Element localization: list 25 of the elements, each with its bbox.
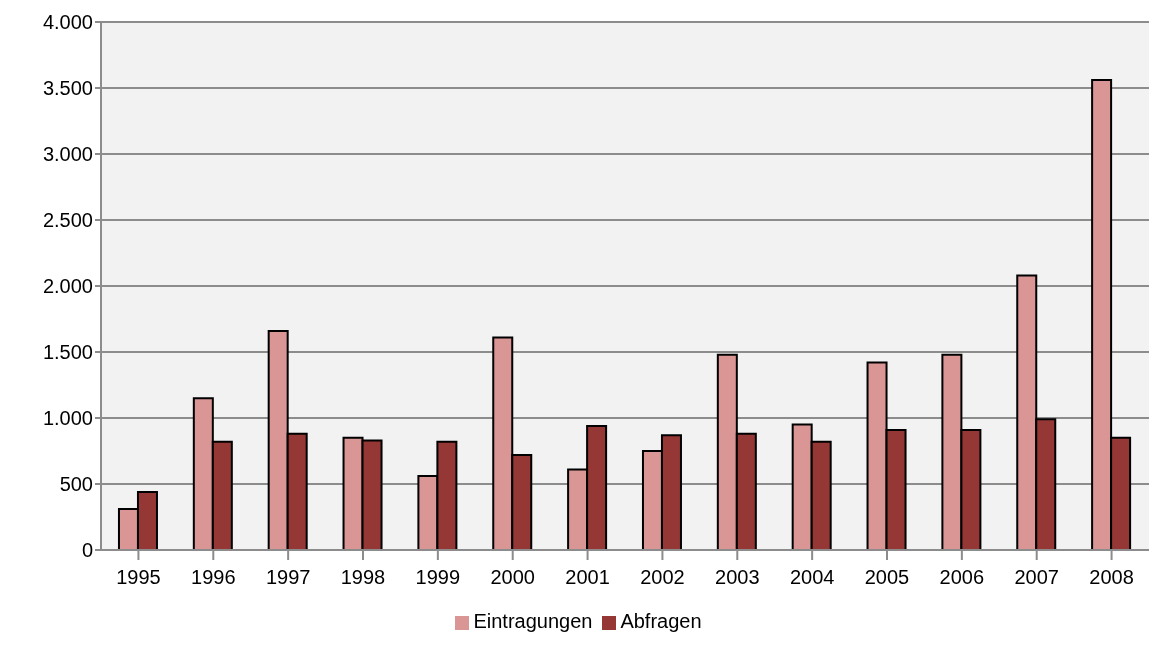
x-tick-label: 2002 bbox=[640, 566, 685, 589]
y-tick-label: 2.500 bbox=[42, 209, 93, 232]
x-tick-label: 1999 bbox=[415, 566, 461, 589]
x-tick-label: 2008 bbox=[1089, 566, 1134, 589]
legend-label: Abfragen bbox=[620, 610, 702, 632]
y-tick-label: 1.500 bbox=[42, 341, 93, 364]
x-tick-label: 2006 bbox=[939, 566, 985, 589]
y-tick-label: 3.500 bbox=[42, 77, 93, 100]
x-tick-label: 2005 bbox=[864, 566, 910, 589]
y-tick-label: 2.000 bbox=[42, 275, 93, 298]
x-tick-label: 1995 bbox=[116, 566, 161, 589]
x-tick-label: 1997 bbox=[265, 566, 311, 589]
x-tick-label: 1996 bbox=[191, 566, 236, 589]
x-tick-label: 2007 bbox=[1014, 566, 1059, 589]
x-tick-label: 2004 bbox=[789, 566, 835, 589]
y-tick-label: 1.000 bbox=[42, 407, 93, 430]
x-tick-label: 2003 bbox=[715, 566, 760, 589]
y-tick-label: 3.000 bbox=[42, 143, 93, 166]
legend-label: Eintragungen bbox=[473, 610, 593, 632]
y-tick-label: 4.000 bbox=[42, 11, 93, 34]
x-tick-label: 2001 bbox=[565, 566, 610, 589]
y-tick-label: 0 bbox=[81, 539, 93, 562]
x-tick-label: 2000 bbox=[490, 566, 535, 589]
y-tick-label: 500 bbox=[59, 473, 93, 496]
x-tick-label: 1998 bbox=[340, 566, 386, 589]
